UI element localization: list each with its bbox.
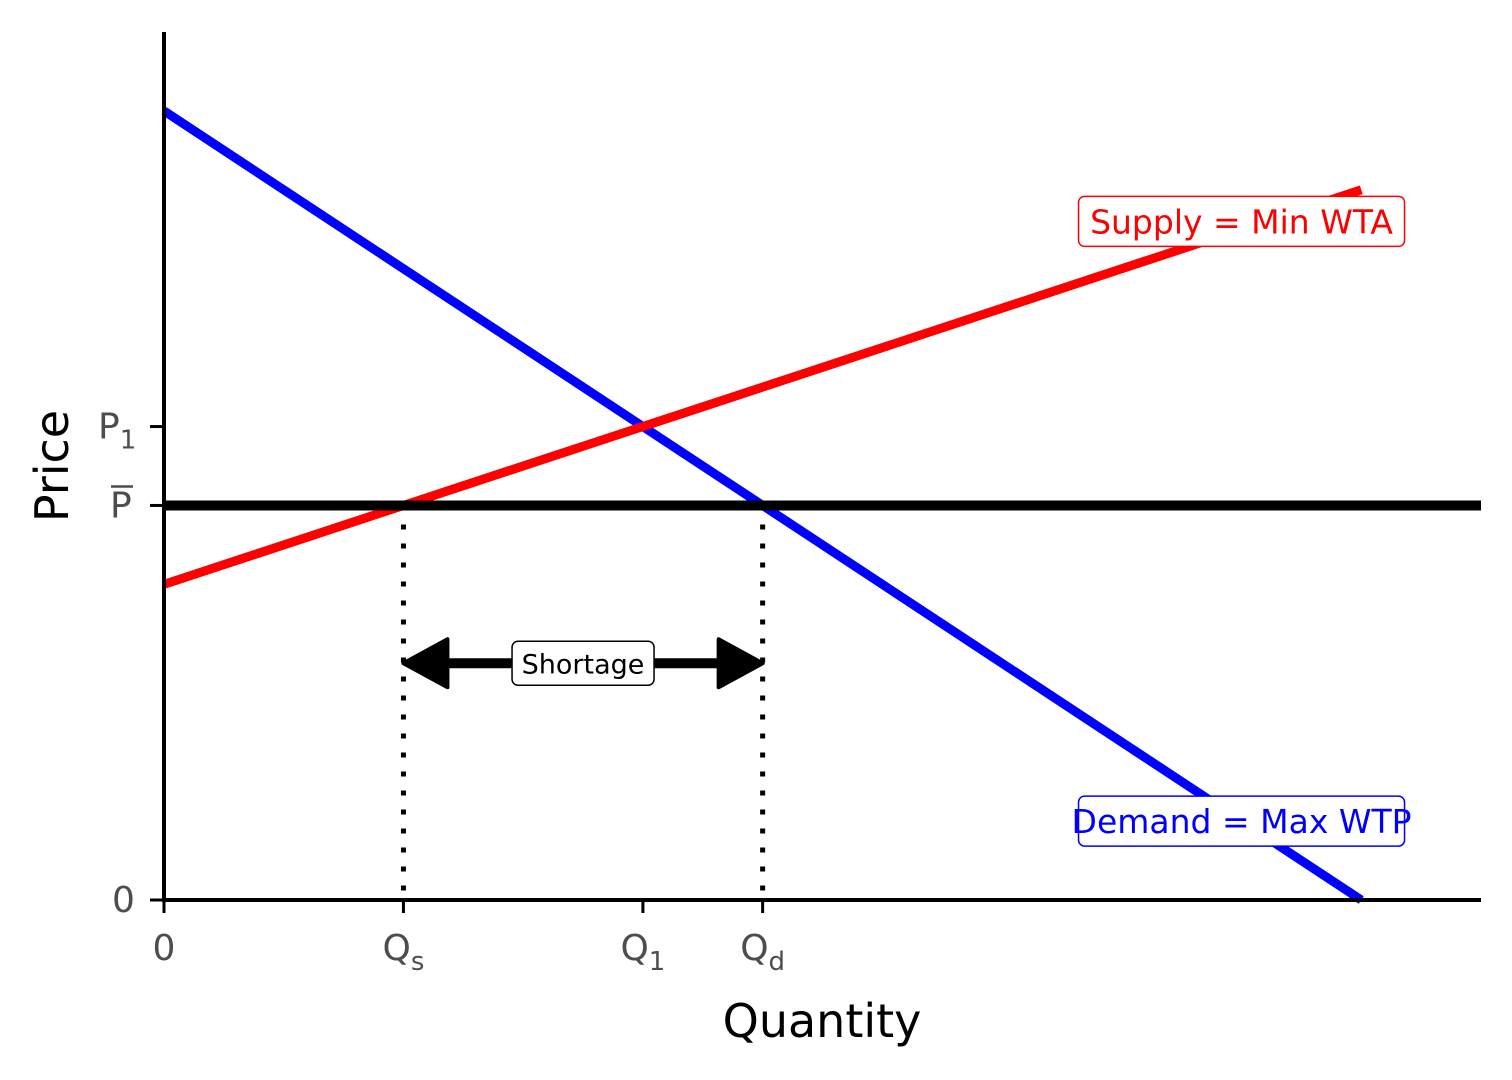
shortage-layer: Shortage <box>401 637 765 690</box>
y-axis-title: Price <box>25 410 79 522</box>
y-tick-label-1: P <box>110 485 132 526</box>
x-tick-label-1: Qs <box>383 928 425 977</box>
y-tick-subscript-2: 1 <box>120 426 137 456</box>
series-line-1 <box>162 185 1363 589</box>
x-tick-label-2: Q1 <box>620 928 665 977</box>
curve-label-box-0 <box>1077 195 1406 248</box>
x-tick-label-3: Qd <box>740 928 785 977</box>
shortage-arrow-head-left <box>401 637 450 690</box>
shortage-label-box <box>511 640 655 687</box>
x-tick-subscript-1: s <box>411 947 425 977</box>
curve-labels-layer: Supply = Min WTA Demand = Max WTP <box>1072 195 1412 847</box>
guides-layer <box>400 505 766 900</box>
ticks-layer: 0 Qs Q1 Qd 0 P P1 <box>98 407 785 977</box>
shortage-label: Shortage <box>522 649 645 680</box>
x-tick-subscript-3: d <box>769 947 786 977</box>
x-tick-label-0: 0 <box>153 928 176 969</box>
curve-label-0: Supply = Min WTA <box>1090 202 1393 241</box>
x-axis-title: Quantity <box>723 994 922 1048</box>
x-tick-subscript-2: 1 <box>649 947 666 977</box>
curve-label-box-1 <box>1077 795 1406 847</box>
axes-layer <box>162 32 1481 902</box>
shortage-arrow-head-right <box>716 637 765 690</box>
y-tick-label-0: 0 <box>112 880 135 921</box>
y-tick-label-2: P1 <box>98 407 136 456</box>
curve-label-1: Demand = Max WTP <box>1072 802 1412 841</box>
